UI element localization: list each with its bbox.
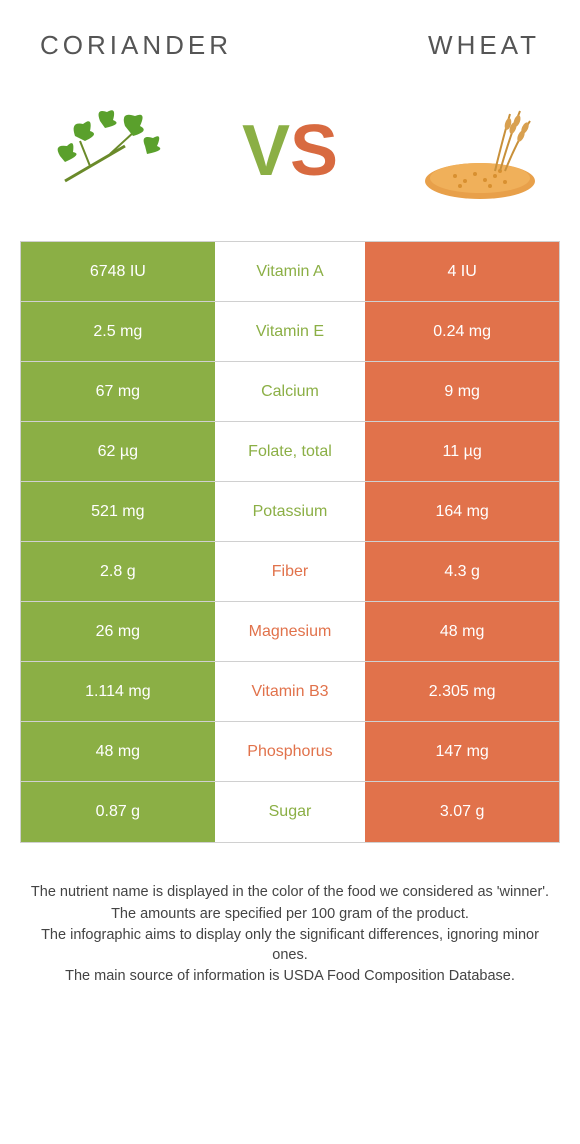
right-value: 4.3 g [365, 542, 559, 601]
left-value: 67 mg [21, 362, 215, 421]
table-row: 26 mgMagnesium48 mg [21, 602, 559, 662]
right-value: 11 µg [365, 422, 559, 481]
footnotes: The nutrient name is displayed in the co… [20, 883, 560, 987]
hero-row: V S [20, 81, 560, 241]
titles-row: CORIANDER WHEAT [20, 30, 560, 81]
nutrient-label: Vitamin E [215, 302, 366, 361]
table-row: 6748 IUVitamin A4 IU [21, 242, 559, 302]
coriander-image [30, 91, 180, 211]
table-row: 67 mgCalcium9 mg [21, 362, 559, 422]
nutrient-label: Fiber [215, 542, 366, 601]
right-value: 4 IU [365, 242, 559, 301]
left-value: 2.5 mg [21, 302, 215, 361]
footnote-line: The infographic aims to display only the… [30, 926, 550, 965]
right-food-title: WHEAT [428, 30, 540, 61]
nutrient-label: Sugar [215, 782, 366, 842]
right-value: 2.305 mg [365, 662, 559, 721]
right-value: 48 mg [365, 602, 559, 661]
left-value: 6748 IU [21, 242, 215, 301]
left-food-title: CORIANDER [40, 30, 232, 61]
table-row: 2.8 gFiber4.3 g [21, 542, 559, 602]
right-value: 9 mg [365, 362, 559, 421]
right-value: 0.24 mg [365, 302, 559, 361]
nutrient-label: Potassium [215, 482, 366, 541]
wheat-image [400, 91, 550, 211]
footnote-line: The amounts are specified per 100 gram o… [30, 905, 550, 925]
nutrient-label: Magnesium [215, 602, 366, 661]
footnote-line: The main source of information is USDA F… [30, 967, 550, 987]
vs-v: V [242, 115, 290, 187]
table-row: 48 mgPhosphorus147 mg [21, 722, 559, 782]
left-value: 62 µg [21, 422, 215, 481]
nutrient-label: Vitamin B3 [215, 662, 366, 721]
vs-s: S [290, 115, 338, 187]
left-value: 2.8 g [21, 542, 215, 601]
left-value: 0.87 g [21, 782, 215, 842]
table-row: 2.5 mgVitamin E0.24 mg [21, 302, 559, 362]
nutrient-label: Folate, total [215, 422, 366, 481]
right-value: 147 mg [365, 722, 559, 781]
footnote-line: The nutrient name is displayed in the co… [30, 883, 550, 903]
table-row: 0.87 gSugar3.07 g [21, 782, 559, 842]
left-value: 1.114 mg [21, 662, 215, 721]
left-value: 48 mg [21, 722, 215, 781]
table-row: 62 µgFolate, total11 µg [21, 422, 559, 482]
comparison-table: 6748 IUVitamin A4 IU2.5 mgVitamin E0.24 … [20, 241, 560, 843]
nutrient-label: Vitamin A [215, 242, 366, 301]
table-row: 521 mgPotassium164 mg [21, 482, 559, 542]
table-row: 1.114 mgVitamin B32.305 mg [21, 662, 559, 722]
left-value: 26 mg [21, 602, 215, 661]
nutrient-label: Phosphorus [215, 722, 366, 781]
right-value: 3.07 g [365, 782, 559, 842]
nutrient-label: Calcium [215, 362, 366, 421]
left-value: 521 mg [21, 482, 215, 541]
right-value: 164 mg [365, 482, 559, 541]
vs-label: V S [242, 115, 338, 187]
